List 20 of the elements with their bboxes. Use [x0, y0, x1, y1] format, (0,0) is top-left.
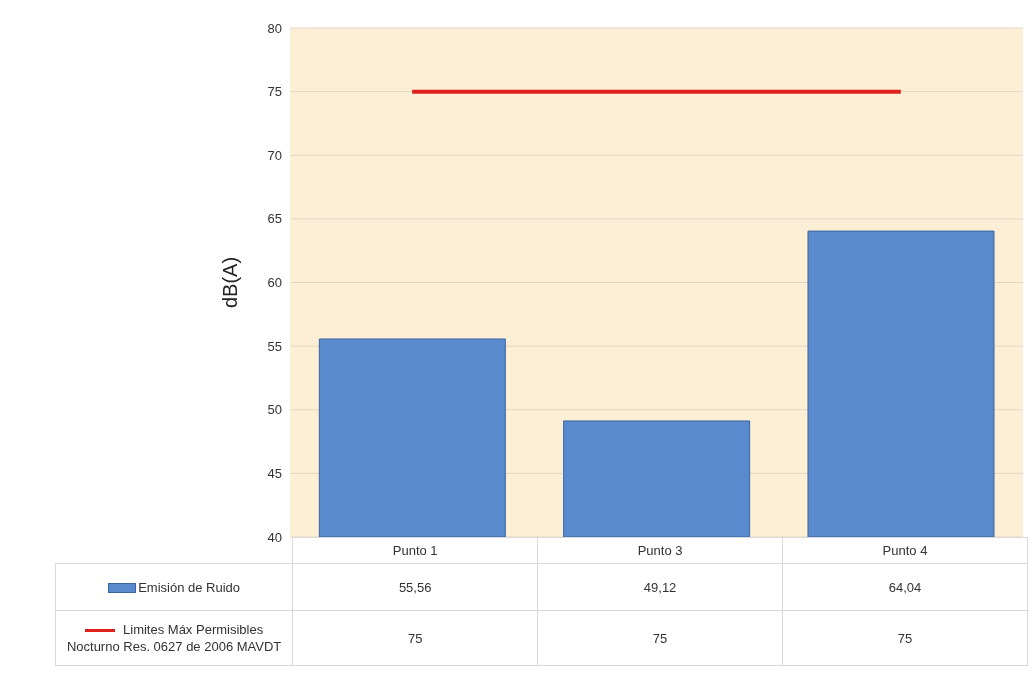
- y-tick-label: 45: [267, 465, 282, 481]
- y-tick-label: 40: [267, 529, 282, 545]
- y-tick-label: 60: [267, 275, 282, 291]
- x-tick-label: Punto 3: [537, 537, 783, 564]
- data-label: 75: [782, 610, 1028, 666]
- y-axis-title: dB(A): [219, 256, 242, 309]
- x-tick-label: Punto 4: [782, 537, 1028, 564]
- x-tick-label: Punto 1: [292, 537, 538, 564]
- y-tick-label: 80: [267, 20, 282, 36]
- legend-label: Emisión de Ruido: [55, 563, 293, 611]
- y-tick-label: 65: [267, 211, 282, 227]
- y-tick-label: 55: [267, 338, 282, 354]
- legend-label: Limites Máx Permisibles Nocturno Res. 0627 de 2006 MAVDT: [55, 610, 293, 666]
- data-label: 55,56: [292, 563, 538, 611]
- y-tick-label: 70: [267, 147, 282, 163]
- data-label: 64,04: [782, 563, 1028, 611]
- data-label: 49,12: [537, 563, 783, 611]
- y-tick-label: 50: [267, 402, 282, 418]
- data-label: 75: [537, 610, 783, 666]
- y-tick-label: 75: [267, 84, 282, 100]
